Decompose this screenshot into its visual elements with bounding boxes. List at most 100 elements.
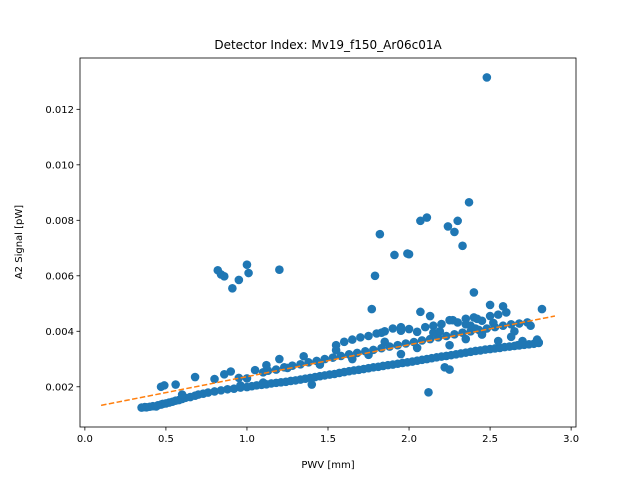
- data-point: [393, 340, 402, 350]
- data-point: [375, 229, 385, 239]
- data-point: [404, 249, 414, 259]
- data-point: [445, 340, 454, 350]
- data-point: [228, 283, 237, 293]
- data-point: [448, 315, 458, 325]
- data-point: [506, 320, 516, 329]
- y-tick-label: 0.008: [45, 216, 74, 227]
- data-point: [377, 328, 386, 337]
- x-tick-label: 2.0: [401, 434, 417, 445]
- data-point: [401, 339, 411, 348]
- data-point: [461, 334, 471, 344]
- data-point: [380, 337, 390, 347]
- data-point: [412, 327, 422, 337]
- y-axis: 0.002 0.004 0.006 0.008 0.010 0.012: [45, 105, 80, 393]
- data-point: [469, 288, 479, 297]
- data-point: [498, 321, 508, 331]
- plot-area: [80, 58, 576, 427]
- data-point: [364, 350, 373, 360]
- data-point: [445, 365, 454, 374]
- data-point: [493, 336, 503, 346]
- data-point: [275, 265, 284, 274]
- data-point: [489, 318, 498, 328]
- data-point: [331, 345, 341, 355]
- data-point: [177, 390, 187, 399]
- data-point: [422, 213, 432, 222]
- data-point: [299, 351, 308, 361]
- x-tick-label: 1.0: [239, 434, 255, 445]
- fit-line: [100, 315, 556, 407]
- data-point: [482, 73, 492, 82]
- data-point: [396, 322, 406, 332]
- data-point: [429, 328, 438, 337]
- data-point: [518, 336, 527, 346]
- data-point: [390, 250, 399, 260]
- data-point: [388, 324, 398, 333]
- data-point: [466, 321, 475, 331]
- data-point: [420, 322, 430, 332]
- data-point: [262, 360, 271, 370]
- x-tick-label: 1.5: [320, 434, 336, 445]
- data-point: [514, 319, 524, 328]
- data-point: [370, 271, 380, 281]
- points-layer: [100, 73, 556, 412]
- y-tick-label: 0.004: [45, 327, 74, 338]
- data-point: [226, 367, 236, 376]
- data-point: [404, 324, 414, 334]
- data-point: [429, 321, 438, 331]
- data-point: [424, 388, 433, 397]
- data-point: [159, 381, 169, 390]
- chart-title: Detector Index: Mv19_f150_Ar06c01A: [214, 38, 442, 52]
- data-point: [485, 300, 495, 310]
- data-point: [234, 275, 244, 285]
- data-point: [450, 227, 459, 237]
- data-point: [435, 326, 445, 336]
- data-point: [275, 354, 284, 364]
- data-point: [537, 304, 547, 314]
- data-point: [236, 381, 245, 390]
- data-point: [219, 369, 229, 379]
- data-point: [250, 365, 260, 375]
- data-point: [219, 272, 229, 281]
- data-point: [458, 241, 467, 251]
- x-tick-label: 0.5: [158, 434, 174, 445]
- data-point: [493, 310, 503, 319]
- data-point: [367, 304, 377, 314]
- data-point: [356, 333, 365, 342]
- data-point: [216, 386, 226, 395]
- data-point: [506, 332, 516, 342]
- data-point: [498, 302, 508, 311]
- data-point: [271, 365, 281, 374]
- data-point: [464, 197, 474, 207]
- data-point: [171, 380, 180, 389]
- data-point: [242, 260, 252, 269]
- data-point: [443, 222, 453, 231]
- data-point: [416, 216, 425, 226]
- data-point: [534, 338, 544, 347]
- data-point: [364, 331, 373, 341]
- x-axis-label: PWV [mm]: [301, 460, 354, 471]
- data-point: [472, 314, 482, 324]
- data-point: [485, 311, 495, 321]
- data-point: [223, 384, 232, 394]
- x-tick-label: 2.5: [482, 434, 498, 445]
- x-tick-label: 3.0: [563, 434, 579, 445]
- data-point: [425, 311, 435, 321]
- y-tick-label: 0.002: [45, 382, 74, 393]
- y-tick-label: 0.006: [45, 271, 74, 282]
- data-point: [244, 268, 253, 278]
- data-point: [396, 349, 406, 359]
- data-point: [526, 321, 535, 331]
- data-point: [412, 343, 422, 353]
- data-point: [210, 387, 219, 396]
- data-point: [416, 307, 425, 317]
- data-point: [210, 374, 219, 384]
- data-point: [203, 388, 213, 397]
- data-point: [453, 216, 462, 226]
- x-tick-label: 0.0: [77, 434, 93, 445]
- data-point: [229, 384, 239, 394]
- data-point: [190, 372, 200, 382]
- y-tick-label: 0.010: [45, 160, 74, 171]
- y-tick-label: 0.012: [45, 105, 74, 116]
- data-point: [348, 335, 357, 344]
